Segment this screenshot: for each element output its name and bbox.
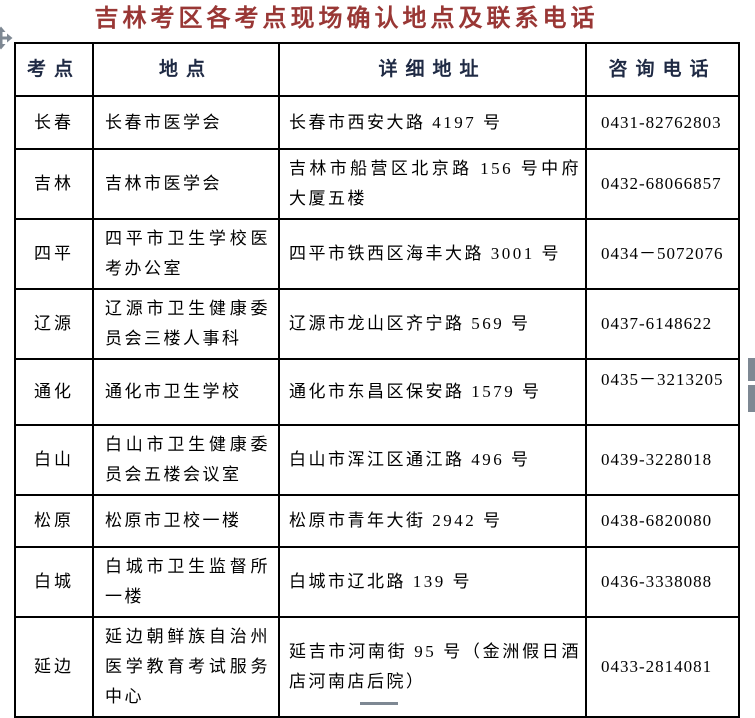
- site-cell: 吉林: [14, 148, 94, 220]
- location-cell: 白山市卫生健康委员会五楼会议室: [92, 424, 280, 496]
- site-cell: 长春: [14, 95, 94, 150]
- table-header: 考点 地点 详细地址 咨询电话: [14, 42, 740, 97]
- scrollbar-thumb-gap: [748, 381, 755, 385]
- site-cell: 四平: [14, 218, 94, 290]
- table-row: 白城 白城市卫生监督所一楼 白城市辽北路 139 号 0436-3338088: [14, 546, 740, 618]
- location-cell: 辽源市卫生健康委员会三楼人事科: [92, 288, 280, 360]
- confirmation-table: 考点 地点 详细地址 咨询电话 长春 长春市医学会 长春市西安大路 4197 号…: [14, 42, 740, 718]
- table-row: 辽源 辽源市卫生健康委员会三楼人事科 辽源市龙山区齐宁路 569 号 0437-…: [14, 288, 740, 360]
- address-cell: 辽源市龙山区齐宁路 569 号: [278, 288, 587, 360]
- table-row: 延边 延边朝鲜族自治州医学教育考试服务中心 延吉市河南街 95 号（金洲假日酒店…: [14, 616, 740, 718]
- phone-cell: 0436-3338088: [585, 546, 740, 618]
- site-cell: 延边: [14, 616, 94, 718]
- table-row: 白山 白山市卫生健康委员会五楼会议室 白山市浑江区通江路 496 号 0439-…: [14, 424, 740, 496]
- address-cell: 长春市西安大路 4197 号: [278, 95, 587, 150]
- page-title: 吉林考区各考点现场确认地点及联系电话: [94, 6, 599, 32]
- location-cell: 通化市卫生学校: [92, 358, 280, 426]
- address-cell: 吉林市船营区北京路 156 号中府大厦五楼: [278, 148, 587, 220]
- address-cell: 通化市东昌区保安路 1579 号: [278, 358, 587, 426]
- address-cell: 四平市铁西区海丰大路 3001 号: [278, 218, 587, 290]
- location-cell: 松原市卫校一楼: [92, 494, 280, 548]
- table-row: 通化 通化市卫生学校 通化市东昌区保安路 1579 号 0435－3213205: [14, 358, 740, 426]
- header-phone: 咨询电话: [585, 42, 740, 97]
- address-cell: 白山市浑江区通江路 496 号: [278, 424, 587, 496]
- phone-cell: 0437-6148622: [585, 288, 740, 360]
- table-row: 吉林 吉林市医学会 吉林市船营区北京路 156 号中府大厦五楼 0432-680…: [14, 148, 740, 220]
- site-cell: 辽源: [14, 288, 94, 360]
- phone-cell: 0438-6820080: [585, 494, 740, 548]
- table-move-handle-icon[interactable]: [0, 26, 13, 50]
- phone-cell: 0433-2814081: [585, 616, 740, 718]
- address-cell: 松原市青年大街 2942 号: [278, 494, 587, 548]
- phone-cell: 0432-68066857: [585, 148, 740, 220]
- site-cell: 白城: [14, 546, 94, 618]
- address-cell: 延吉市河南街 95 号（金洲假日酒店河南店后院）: [278, 616, 587, 718]
- address-cell: 白城市辽北路 139 号: [278, 546, 587, 618]
- header-location: 地点: [92, 42, 280, 97]
- location-cell: 四平市卫生学校医考办公室: [92, 218, 280, 290]
- vertical-scrollbar-thumb[interactable]: [748, 358, 755, 412]
- location-cell: 吉林市医学会: [92, 148, 280, 220]
- header-row: 考点 地点 详细地址 咨询电话: [14, 42, 740, 97]
- table-row: 松原 松原市卫校一楼 松原市青年大街 2942 号 0438-6820080: [14, 494, 740, 548]
- location-cell: 长春市医学会: [92, 95, 280, 150]
- horizontal-scrollbar-thumb[interactable]: [360, 702, 398, 705]
- table-body: 长春 长春市医学会 长春市西安大路 4197 号 0431-82762803 吉…: [14, 95, 740, 718]
- location-cell: 延边朝鲜族自治州医学教育考试服务中心: [92, 616, 280, 718]
- location-cell: 白城市卫生监督所一楼: [92, 546, 280, 618]
- header-site: 考点: [14, 42, 94, 97]
- site-cell: 白山: [14, 424, 94, 496]
- phone-cell: 0439-3228018: [585, 424, 740, 496]
- table-row: 长春 长春市医学会 长春市西安大路 4197 号 0431-82762803: [14, 95, 740, 150]
- site-cell: 松原: [14, 494, 94, 548]
- table-row: 四平 四平市卫生学校医考办公室 四平市铁西区海丰大路 3001 号 0434－5…: [14, 218, 740, 290]
- phone-cell: 0431-82762803: [585, 95, 740, 150]
- phone-cell: 0434－5072076: [585, 218, 740, 290]
- header-address: 详细地址: [278, 42, 587, 97]
- site-cell: 通化: [14, 358, 94, 426]
- phone-cell: 0435－3213205: [585, 358, 740, 426]
